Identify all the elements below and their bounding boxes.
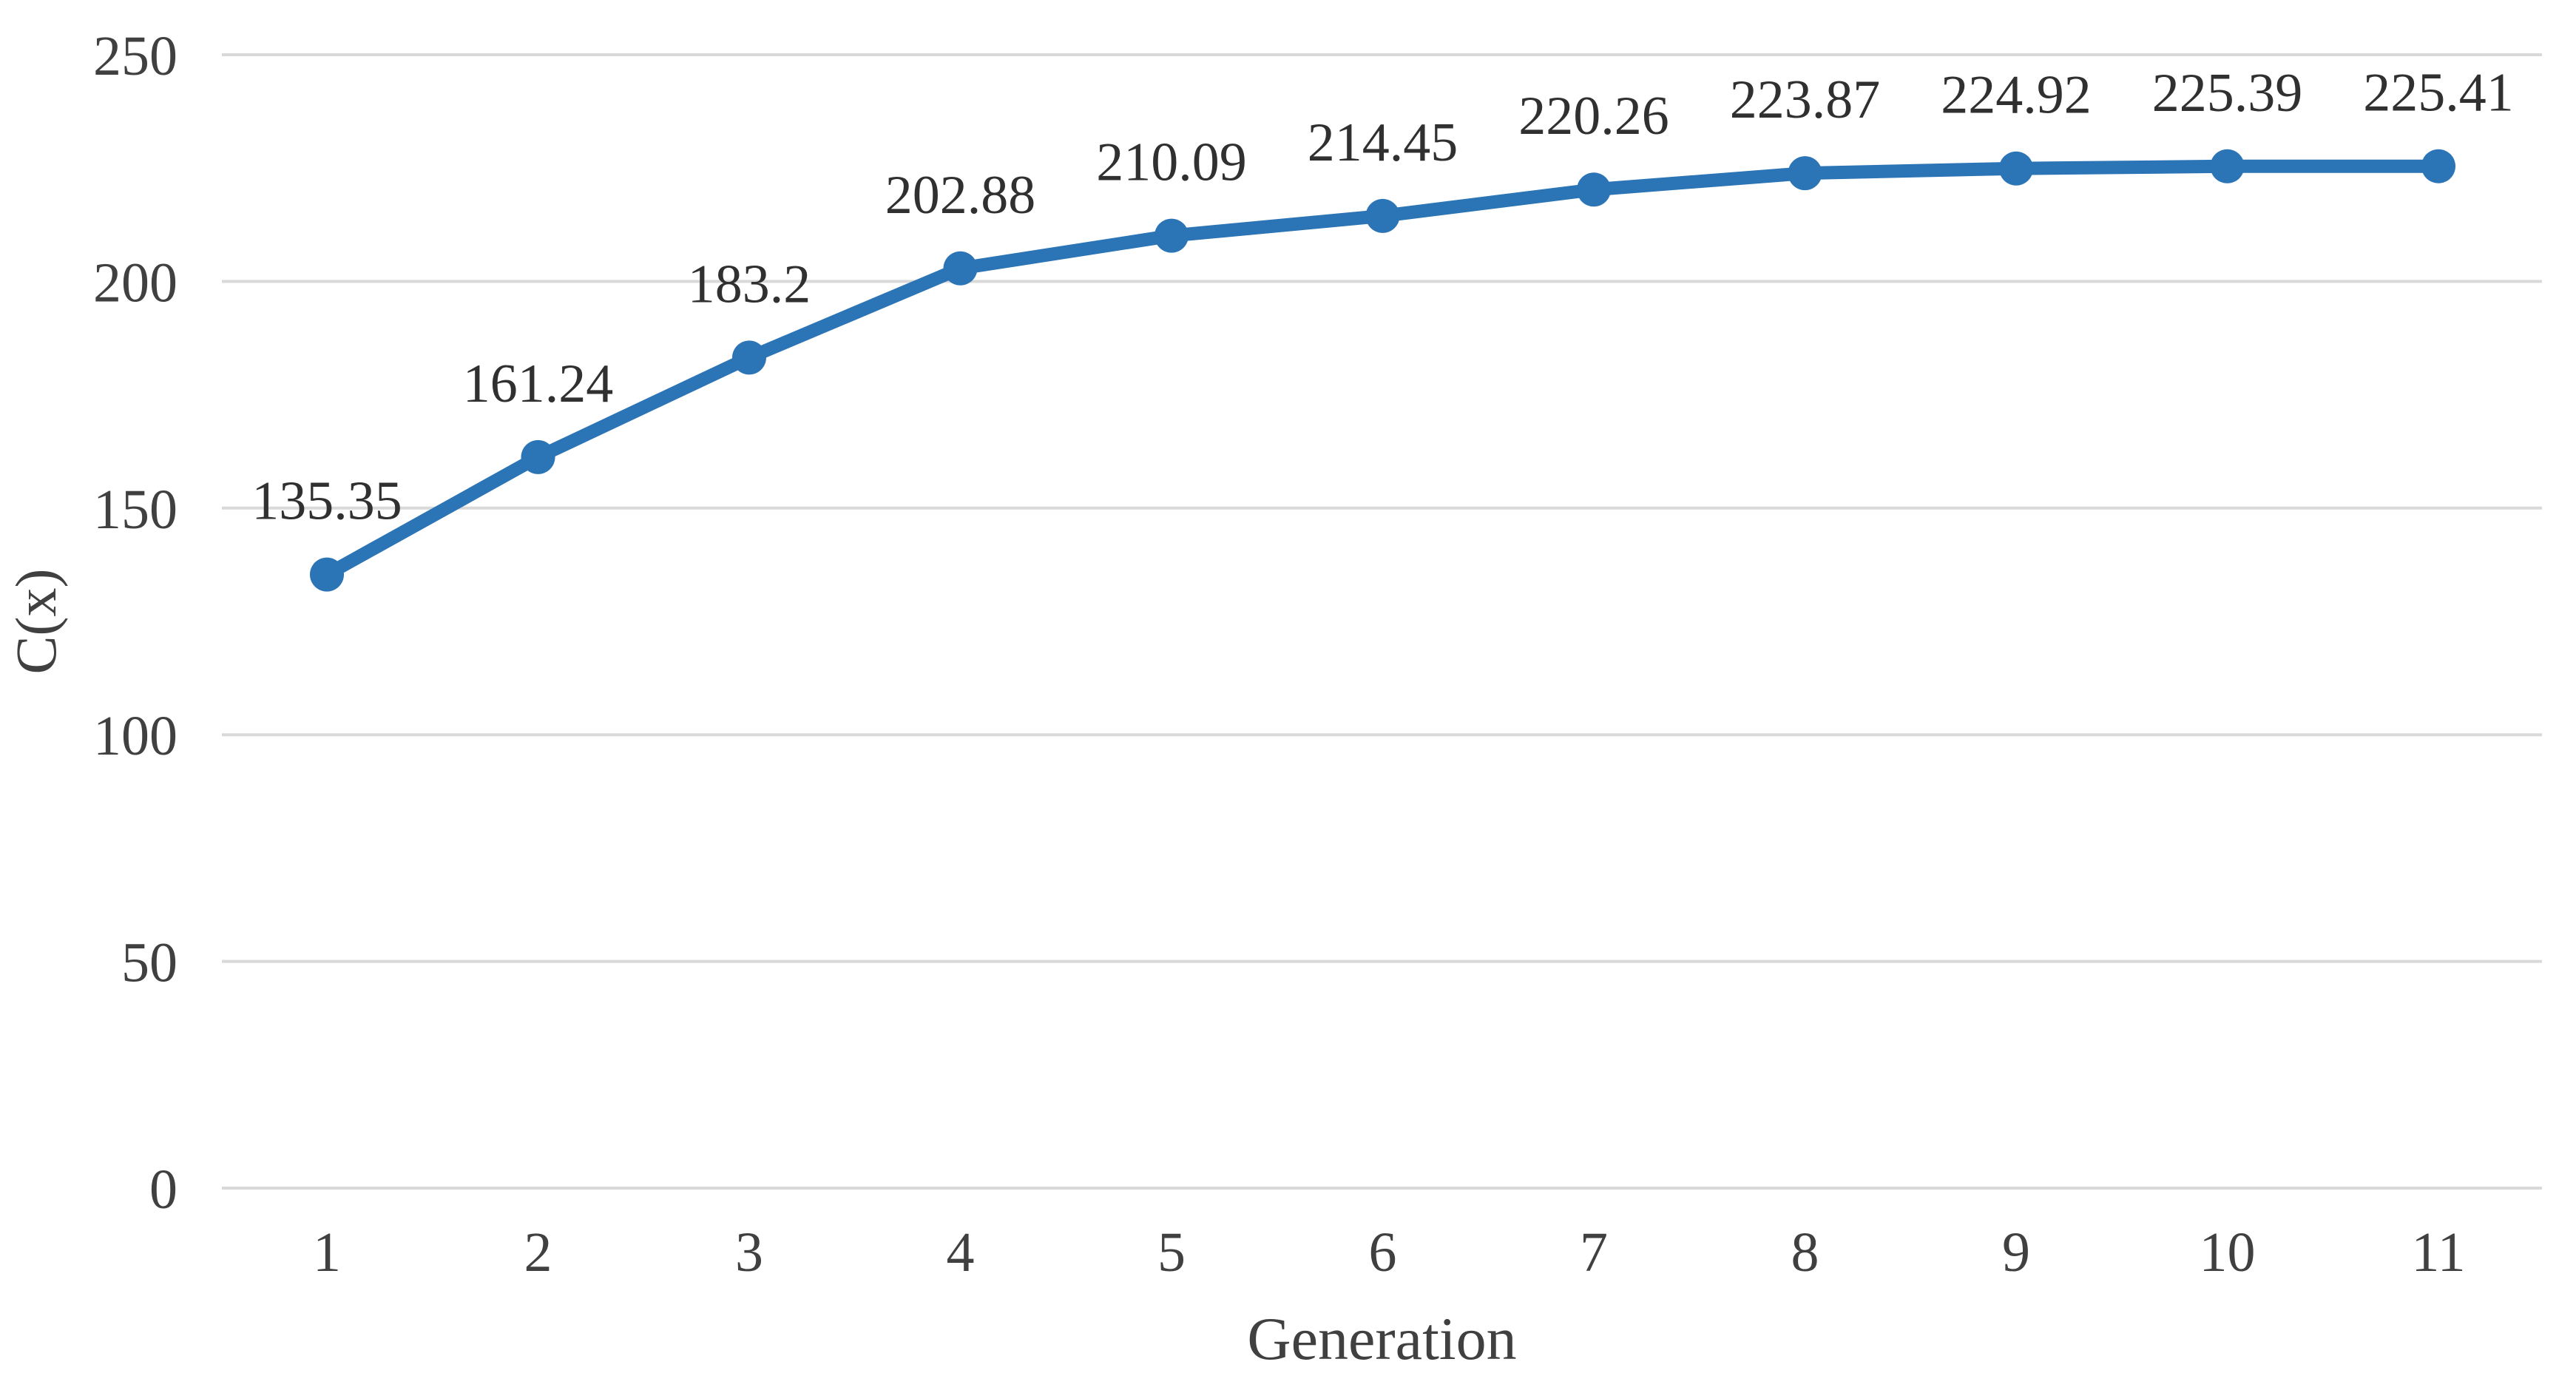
data-point-marker — [2210, 149, 2245, 183]
x-tick-label: 4 — [947, 1221, 975, 1284]
gridlines-layer — [222, 53, 2542, 1190]
y-tick-label: 200 — [93, 252, 178, 314]
data-point-marker — [310, 557, 344, 592]
data-point-marker — [1999, 151, 2033, 186]
x-tick-label: 10 — [2200, 1221, 2256, 1284]
data-point-label: 225.39 — [2152, 63, 2303, 124]
data-labels-layer: 135.35 161.24 183.2 202.88 210.09 214.45 220.2… — [251, 63, 2514, 532]
data-point-label: 223.87 — [1730, 70, 1881, 130]
x-tick-label: 5 — [1157, 1221, 1186, 1284]
x-tick-label: 7 — [1580, 1221, 1608, 1284]
data-point-marker — [943, 251, 978, 286]
y-tick-label: 50 — [121, 932, 178, 994]
x-tick-label: 3 — [735, 1221, 763, 1284]
data-point-label: 183.2 — [688, 254, 811, 314]
y-tick-label: 250 — [93, 25, 178, 87]
data-point-marker — [2421, 149, 2455, 183]
y-axis-title: C(x) — [4, 569, 68, 675]
x-axis-title: Generation — [1247, 1305, 1516, 1372]
y-tick-label: 0 — [149, 1159, 178, 1221]
data-point-label: 225.41 — [2363, 63, 2514, 124]
data-point-label: 135.35 — [251, 471, 402, 532]
x-tick-label: 2 — [524, 1221, 552, 1284]
data-point-label: 220.26 — [1518, 86, 1669, 146]
x-tick-label: 6 — [1369, 1221, 1397, 1284]
x-tick-label: 11 — [2411, 1221, 2465, 1284]
data-point-marker — [732, 340, 766, 375]
y-axis-ticks: 0 50 100 150 200 250 — [93, 25, 178, 1221]
data-point-marker — [1788, 156, 1822, 191]
y-tick-label: 100 — [93, 705, 178, 767]
data-point-label: 214.45 — [1308, 112, 1458, 173]
data-point-label: 161.24 — [463, 354, 614, 414]
data-point-marker — [521, 439, 555, 474]
data-point-marker — [1365, 198, 1400, 233]
series-layer — [310, 149, 2455, 592]
data-point-label: 210.09 — [1096, 132, 1247, 193]
x-tick-label: 1 — [313, 1221, 341, 1284]
x-tick-label: 9 — [2002, 1221, 2030, 1284]
data-point-label: 224.92 — [1941, 65, 2092, 126]
data-point-label: 202.88 — [885, 165, 1036, 226]
data-point-marker — [1577, 172, 1611, 207]
x-axis-ticks: 1 2 3 4 5 6 7 8 9 10 11 — [313, 1221, 2466, 1284]
x-tick-label: 8 — [1791, 1221, 1819, 1284]
y-tick-label: 150 — [93, 479, 178, 541]
data-point-marker — [1155, 218, 1189, 253]
